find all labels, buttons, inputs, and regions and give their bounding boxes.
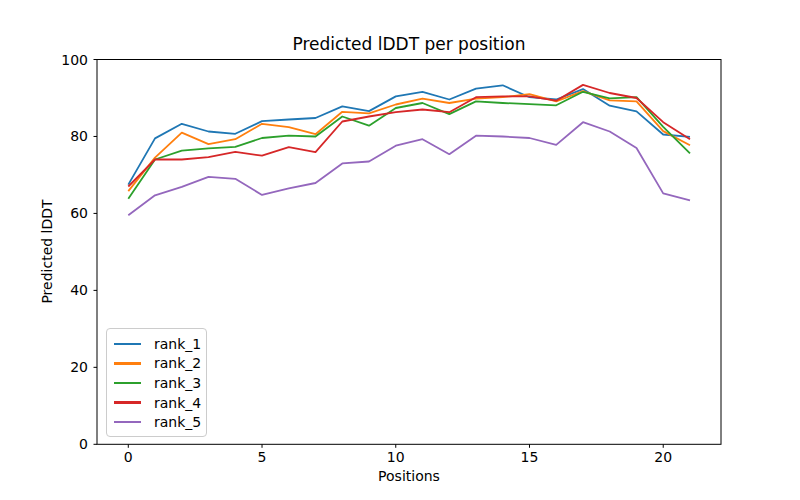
y-tick-label: 100 bbox=[61, 52, 88, 68]
x-tick-label: 10 bbox=[387, 449, 405, 465]
legend-label: rank_3 bbox=[154, 376, 201, 390]
legend-label: rank_1 bbox=[154, 337, 201, 351]
legend-line-swatch bbox=[114, 362, 141, 365]
x-tick-label: 15 bbox=[521, 449, 539, 465]
y-tick-label: 20 bbox=[70, 359, 88, 375]
legend-item-rank_5: rank_5 bbox=[114, 412, 198, 432]
legend-line-swatch bbox=[114, 401, 141, 404]
series-line-rank_3 bbox=[128, 92, 690, 199]
legend-item-rank_3: rank_3 bbox=[114, 373, 198, 393]
legend-line-swatch bbox=[114, 382, 141, 385]
x-tick-label: 5 bbox=[258, 449, 267, 465]
legend-item-rank_4: rank_4 bbox=[114, 393, 198, 413]
series-line-rank_1 bbox=[128, 85, 690, 184]
y-axis-label: Predicted lDDT bbox=[39, 152, 56, 352]
legend-line-swatch bbox=[114, 421, 141, 424]
series-line-rank_4 bbox=[128, 85, 690, 187]
legend: rank_1 rank_2 rank_3 rank_4 rank_5 bbox=[106, 328, 207, 437]
x-axis-label: Positions bbox=[97, 468, 721, 484]
y-tick-label: 60 bbox=[70, 205, 88, 221]
y-tick-label: 40 bbox=[70, 282, 88, 298]
x-tick-label: 20 bbox=[654, 449, 672, 465]
y-tick-label: 80 bbox=[70, 128, 88, 144]
legend-label: rank_4 bbox=[154, 396, 201, 410]
legend-item-rank_2: rank_2 bbox=[114, 354, 198, 374]
chart-title: Predicted lDDT per position bbox=[97, 34, 721, 54]
figure: 0 5 10 15 20 0 20 40 60 80 100 Predicted lDDT per … bbox=[0, 0, 800, 500]
series-line-rank_5 bbox=[128, 122, 690, 215]
legend-item-rank_1: rank_1 bbox=[114, 334, 198, 354]
x-tick-label: 0 bbox=[124, 449, 133, 465]
legend-line-swatch bbox=[114, 343, 141, 346]
legend-label: rank_5 bbox=[154, 415, 201, 429]
y-tick-label: 0 bbox=[79, 436, 88, 452]
legend-label: rank_2 bbox=[154, 356, 201, 370]
